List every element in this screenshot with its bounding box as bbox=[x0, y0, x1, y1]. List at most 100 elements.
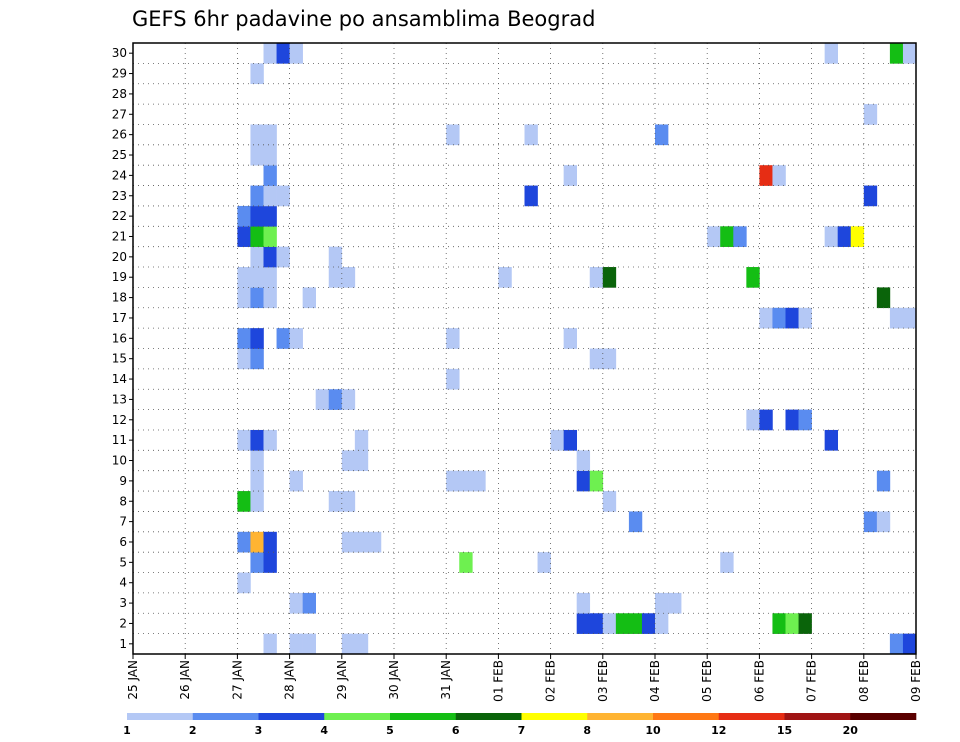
heatmap-cell bbox=[341, 450, 356, 471]
legend-label: 5 bbox=[386, 724, 394, 737]
heatmap-cell bbox=[250, 124, 264, 146]
heatmap-cell bbox=[589, 348, 604, 370]
heatmap-cell bbox=[263, 226, 277, 247]
legend-swatch bbox=[653, 713, 720, 720]
heatmap-cell bbox=[668, 592, 682, 614]
heatmap-cell bbox=[263, 205, 277, 227]
legend-label: 1 bbox=[123, 724, 131, 737]
heatmap-cell bbox=[367, 531, 382, 553]
heatmap-cell bbox=[250, 287, 264, 309]
heatmap-cell bbox=[354, 633, 369, 655]
heatmap-cell bbox=[602, 491, 617, 512]
heatmap-cell bbox=[341, 633, 356, 655]
heatmap-cell bbox=[889, 307, 904, 329]
y-tick-label: 23 bbox=[112, 189, 127, 203]
heatmap-cell bbox=[263, 144, 277, 166]
heatmap-cell bbox=[250, 144, 264, 166]
legend-label: 3 bbox=[255, 724, 263, 737]
heatmap-cell bbox=[263, 185, 277, 207]
heatmap-cell bbox=[237, 348, 251, 370]
heatmap-cell bbox=[237, 205, 251, 227]
heatmap-cell bbox=[837, 226, 852, 247]
heatmap-cell bbox=[615, 613, 630, 634]
heatmap-cell bbox=[446, 368, 460, 390]
heatmap-cell bbox=[315, 389, 330, 410]
heatmap-cell bbox=[341, 531, 356, 553]
x-tick-label: 31 JAN bbox=[439, 660, 453, 700]
y-tick-label: 25 bbox=[112, 148, 127, 162]
x-tick-label: 09 FEB bbox=[909, 660, 923, 702]
heatmap-cell bbox=[250, 552, 264, 573]
y-tick-label: 20 bbox=[112, 250, 127, 264]
heatmap-cell bbox=[237, 267, 251, 288]
heatmap-cell bbox=[759, 307, 773, 329]
legend-swatch bbox=[850, 713, 917, 720]
heatmap-cell bbox=[772, 165, 786, 186]
heatmap-cell bbox=[576, 470, 591, 492]
y-tick-label: 30 bbox=[112, 46, 127, 60]
legend-label: 20 bbox=[843, 724, 859, 737]
y-tick-label: 9 bbox=[119, 474, 127, 488]
heatmap-cell bbox=[446, 124, 460, 146]
x-tick-label: 07 FEB bbox=[805, 660, 819, 702]
heatmap-cell bbox=[655, 592, 669, 614]
heatmap-cell bbox=[746, 409, 760, 431]
heatmap-cell bbox=[250, 450, 264, 471]
y-tick-label: 21 bbox=[112, 229, 127, 243]
heatmap-cell bbox=[602, 348, 617, 370]
heatmap-cell bbox=[628, 613, 643, 634]
heatmap-cell bbox=[733, 226, 747, 247]
heatmap-cell bbox=[302, 287, 316, 309]
heatmap-cell bbox=[798, 409, 812, 431]
heatmap-cell bbox=[263, 531, 277, 553]
heatmap-cell bbox=[459, 470, 473, 492]
y-tick-label: 14 bbox=[112, 372, 127, 386]
y-tick-label: 2 bbox=[119, 616, 127, 630]
y-tick-label: 6 bbox=[119, 535, 127, 549]
plot-frame bbox=[132, 42, 917, 655]
heatmap-cell bbox=[250, 491, 264, 512]
heatmap-cell bbox=[289, 43, 303, 64]
heatmap-cell bbox=[589, 470, 604, 492]
heatmap-cell bbox=[876, 470, 891, 492]
y-tick-label: 16 bbox=[112, 331, 127, 345]
heatmap-cell bbox=[720, 226, 734, 247]
heatmap-cell bbox=[302, 633, 316, 655]
heatmap-cell bbox=[824, 43, 838, 64]
heatmap-cell bbox=[772, 307, 786, 329]
heatmap-cell bbox=[289, 470, 303, 492]
heatmap-cell bbox=[250, 63, 264, 85]
heatmap-cell bbox=[328, 389, 343, 410]
heatmap-cell bbox=[641, 613, 656, 634]
x-tick-label: 25 JAN bbox=[126, 660, 140, 700]
heatmap-cell bbox=[446, 470, 460, 492]
heatmap-cell bbox=[798, 613, 812, 634]
heatmap-cell bbox=[576, 450, 591, 471]
y-axis: 1234567891011121314151617181920212223242… bbox=[112, 46, 133, 651]
heatmap-cell bbox=[328, 267, 343, 288]
heatmap-cell bbox=[563, 328, 577, 349]
heatmap-cell bbox=[263, 429, 277, 451]
heatmap-cell bbox=[276, 185, 290, 207]
heatmap-cell bbox=[341, 267, 356, 288]
heatmap-cell bbox=[655, 613, 669, 634]
y-tick-label: 19 bbox=[112, 270, 127, 284]
heatmap-cell bbox=[250, 246, 264, 268]
heatmap-cell bbox=[576, 592, 591, 614]
heatmap-cell bbox=[459, 552, 473, 573]
heatmap-cell bbox=[863, 511, 878, 533]
heatmap-cell bbox=[876, 287, 891, 309]
heatmap-cell bbox=[785, 307, 799, 329]
x-tick-label: 29 JAN bbox=[335, 660, 349, 700]
heatmap-cell bbox=[263, 287, 277, 309]
legend-label: 8 bbox=[583, 724, 591, 737]
legend-swatch bbox=[127, 713, 194, 720]
heatmap-cell bbox=[589, 613, 604, 634]
heatmap-cell bbox=[250, 205, 264, 227]
cells-layer bbox=[237, 43, 917, 655]
heatmap-cell bbox=[250, 185, 264, 207]
x-tick-label: 28 JAN bbox=[283, 660, 297, 700]
y-tick-label: 4 bbox=[119, 576, 127, 590]
x-tick-label: 01 FEB bbox=[491, 660, 505, 702]
